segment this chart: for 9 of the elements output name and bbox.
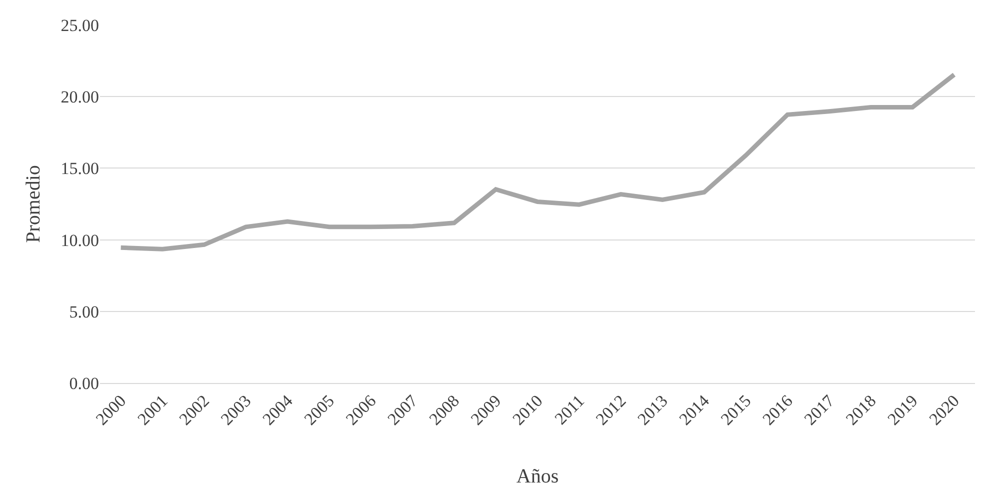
x-axis-title: Años [516, 465, 559, 488]
y-tick-label: 5.00 [69, 302, 99, 322]
y-axis-title: Promedio [22, 165, 44, 243]
y-tick-label: 25.00 [60, 16, 99, 35]
y-tick-label: 10.00 [60, 230, 99, 250]
y-tick-label: 15.00 [60, 159, 99, 178]
y-tick-label: 0.00 [69, 374, 99, 393]
y-tick-label: 20.00 [60, 88, 99, 107]
line-series [118, 72, 956, 252]
